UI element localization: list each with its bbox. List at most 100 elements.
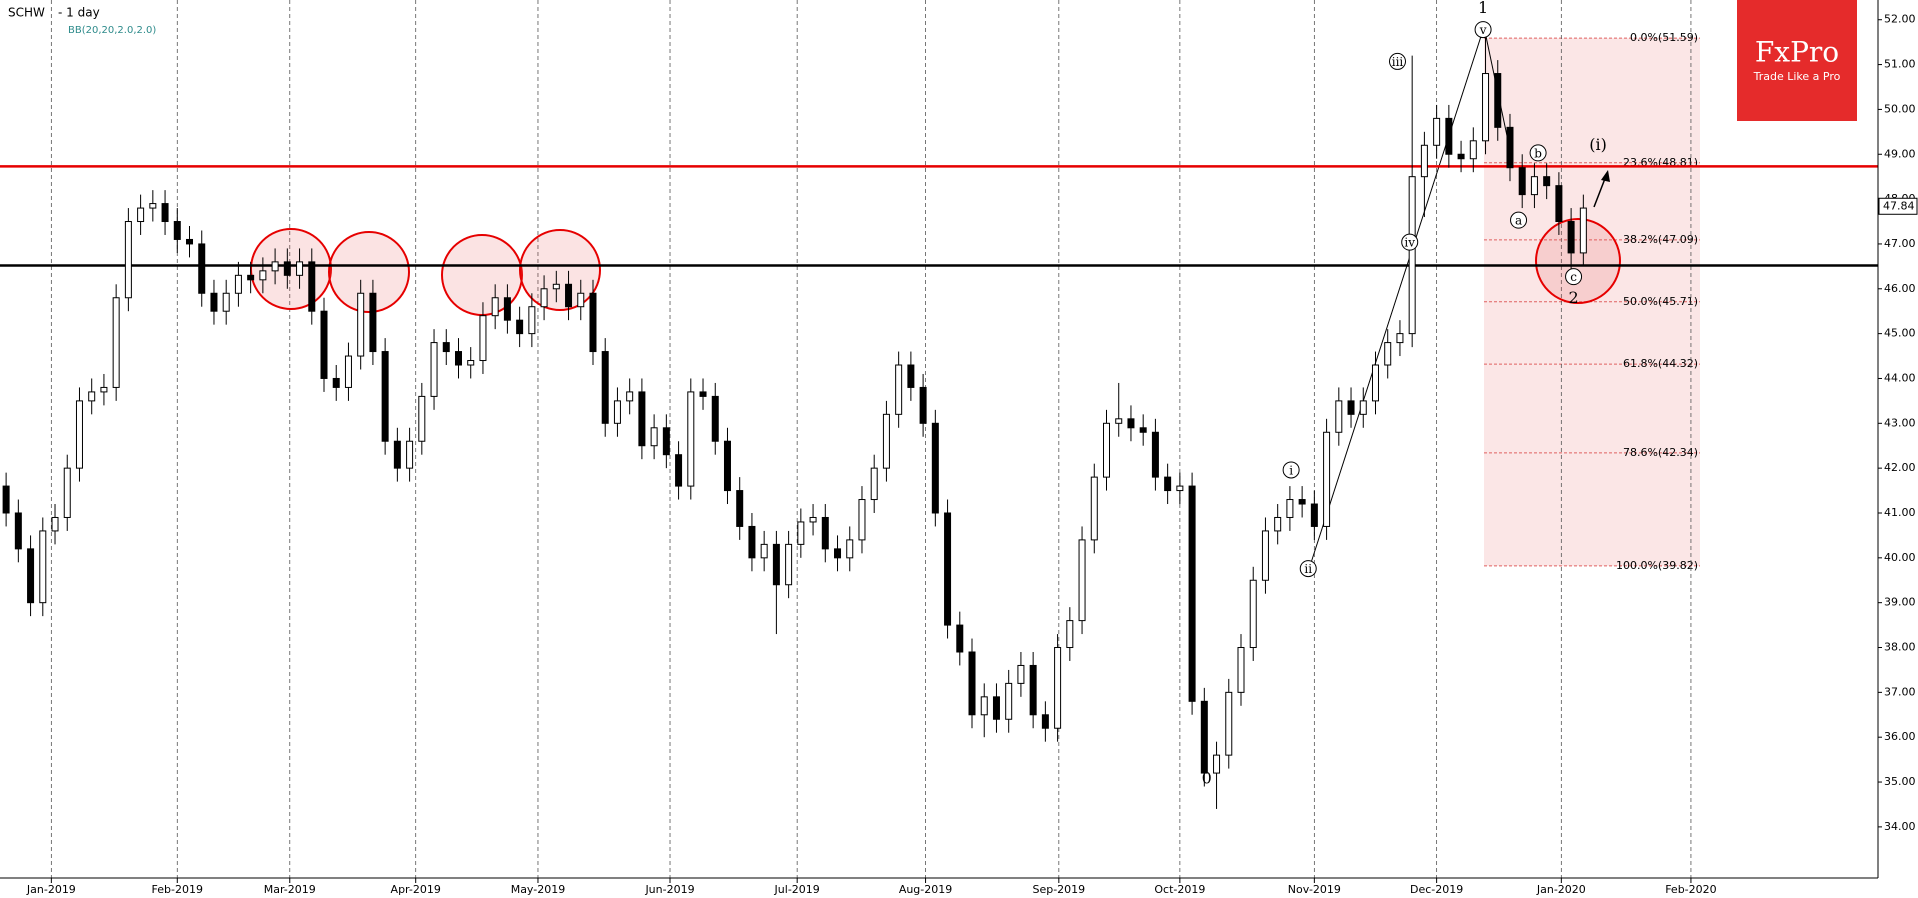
candle-body [797,521,805,545]
wave-label: iv [1404,236,1415,250]
candle-body [1029,664,1037,716]
candle-body [1420,144,1428,178]
candle-body [687,391,695,487]
candle-body [137,207,145,223]
fib-label: 78.6%(42.34) [1623,446,1698,459]
candle-body [1445,117,1453,155]
candle-body [210,292,218,312]
candle-body [675,454,683,487]
candle-body [565,283,573,308]
candle-body [198,243,206,294]
candle-body [332,377,340,388]
candle-body [1555,185,1563,223]
x-tick-label: Feb-2019 [152,883,203,896]
wave-label: 2 [1568,288,1578,307]
candle-body [662,427,670,456]
last-price-box [1878,197,1918,215]
candle-body [430,342,438,397]
indicator-label: BB(20,20,2.0,2.0) [68,25,156,36]
y-tick-label: 43.00 [1884,416,1916,429]
wave-label: b [1534,146,1542,160]
x-tick-label: Jun-2019 [644,883,694,896]
y-tick-label: 40.00 [1884,551,1916,564]
candle-body [1482,73,1490,142]
wave-line [1308,26,1485,570]
candle-body [540,288,548,308]
arrow-shaft [1593,175,1607,208]
candle-body [1335,400,1343,433]
candle-body [577,292,585,308]
candle-body [1567,221,1575,254]
candle-body [308,261,316,312]
candle-body [1494,73,1502,128]
x-tick-label: Jan-2019 [26,883,76,896]
candle-body [895,364,903,415]
candle-body [528,306,536,335]
candle-body [1164,476,1172,492]
wave-label: 1 [1478,0,1488,17]
x-tick-label: Mar-2019 [264,883,316,896]
annotation-circle [1282,461,1300,479]
candle-body [1115,418,1123,424]
candle-body [454,351,462,366]
candle-body [369,292,377,353]
highlight-circle [441,234,523,316]
candle-body [723,440,731,492]
candle-body [1579,207,1587,254]
candle-body [1371,364,1379,402]
candle-body [124,221,132,299]
candle-body [1433,117,1441,146]
background-layer: 0.0%(51.59)23.6%(48.81)38.2%(47.09)50.0%… [50,0,1700,878]
wave-label: v [1479,23,1487,37]
logo-box [1737,0,1857,121]
candle-body [1066,620,1074,649]
y-tick-label: 46.00 [1884,282,1916,295]
candle-body [1384,342,1392,366]
candle-body [1274,516,1282,532]
candle-body [821,516,829,550]
candle-body [479,315,487,362]
wave-label: c [1570,270,1577,284]
candle-body [809,516,817,523]
candle-body [1469,140,1477,160]
highlight-circle [328,231,410,313]
candle-body [418,395,426,442]
candle-body [1078,539,1086,622]
wave-label: i [1289,463,1293,477]
y-tick-label: 51.00 [1884,58,1916,71]
candle-body [100,386,108,393]
x-tick-label: Feb-2020 [1665,883,1716,896]
annotation-circle [1510,211,1528,229]
y-tick-label: 34.00 [1884,820,1916,833]
candle-body [601,351,609,424]
candle-body [1249,579,1257,649]
candle-body [748,525,756,559]
candle-body [956,624,964,653]
chart-title: SCHW [8,6,45,20]
candle-body [736,490,744,527]
candle-body [785,543,793,586]
candle-body [186,238,194,245]
candle-body [870,467,878,501]
candle-body [516,319,524,335]
candle-body [1139,427,1147,433]
highlight-circle [519,229,601,311]
y-tick-label: 37.00 [1884,685,1916,698]
wave-label: a [1515,214,1522,228]
candle-body [980,696,988,716]
fib-label: 61.8%(44.32) [1623,357,1698,370]
y-tick-label: 42.00 [1884,461,1916,474]
candle-body [1213,754,1221,774]
candle-body [14,512,22,550]
wave-label: 0 [1202,769,1212,788]
y-tick-label: 39.00 [1884,596,1916,609]
candle-body [944,512,952,626]
annotation-circle [1401,233,1419,251]
x-tick-label: Jan-2020 [1536,883,1586,896]
x-tick-label: Oct-2019 [1154,883,1205,896]
candle-body [626,391,634,402]
highlight-circle [1535,218,1621,304]
candle-body [711,395,719,442]
candle-body [344,355,352,388]
